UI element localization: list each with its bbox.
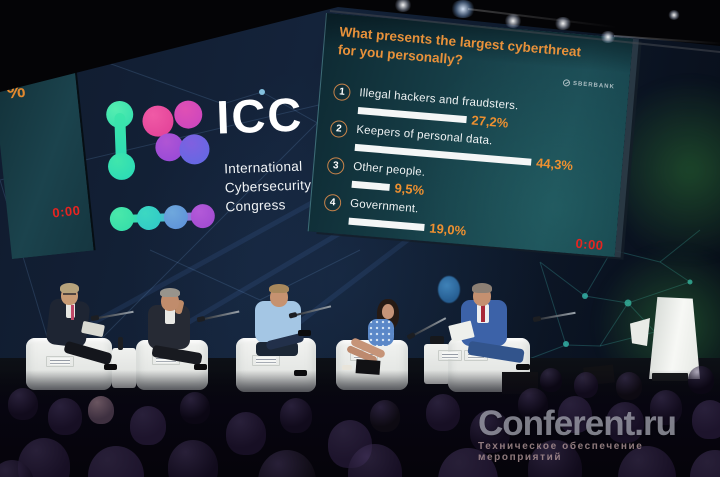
countdown-timer-left: 0:00	[51, 202, 82, 221]
audience	[0, 340, 720, 477]
icc-logo-screen: ICC International Cybersecurity Congress	[75, 84, 335, 245]
result-bar	[351, 180, 390, 191]
name-plate	[46, 356, 74, 367]
poll-options: 1 Illegal hackers and fraudsters. 27,2% 2 Ke…	[322, 82, 619, 253]
logo-blob-green	[107, 152, 136, 181]
audience-head	[426, 394, 460, 431]
audience-head	[48, 398, 82, 435]
table-microphone-base	[430, 336, 444, 344]
audience-head	[470, 410, 510, 453]
stage-light	[600, 31, 616, 43]
white-lectern	[649, 297, 700, 379]
icc-org-name: International Cybersecurity Congress	[224, 156, 312, 216]
icc-org-line: Congress	[225, 197, 286, 215]
stage-light	[450, 0, 476, 18]
logo-blob-blue	[178, 133, 210, 165]
audience-head	[558, 396, 592, 433]
stage-light	[504, 14, 522, 28]
option-number: 2	[329, 119, 349, 138]
option-number: 3	[326, 156, 345, 175]
audience-head	[616, 372, 642, 400]
result-value: 44,3%	[535, 155, 574, 174]
icc-org-line: Cybersecurity	[224, 177, 312, 196]
stage-light	[554, 17, 572, 30]
logo-blob-magenta	[173, 100, 203, 130]
option-number: 4	[323, 193, 342, 212]
wall-blue-dot	[438, 276, 460, 303]
audience-head	[226, 412, 266, 455]
audience-head	[650, 390, 682, 425]
audience-head	[88, 396, 114, 424]
audience-head	[168, 440, 218, 477]
water-bottle	[118, 337, 123, 350]
audience-head	[518, 388, 548, 420]
audience-head	[606, 402, 644, 443]
stage-light	[668, 10, 680, 20]
audience-head	[180, 392, 210, 424]
lectern-paper	[630, 318, 650, 346]
option-label: Other people.	[352, 160, 426, 179]
audience-head	[574, 372, 598, 398]
audience-head	[370, 400, 400, 432]
audience-head	[130, 406, 166, 445]
audience-head	[540, 368, 562, 392]
option-number: 1	[332, 82, 352, 101]
countdown-timer-right: 0:00	[574, 235, 605, 254]
logo-dot-chain	[109, 203, 216, 232]
icc-acronym: ICC	[215, 87, 305, 144]
result-value: 9,5%	[393, 180, 425, 198]
audience-head	[688, 366, 714, 394]
audience-head	[0, 460, 34, 477]
audience-head	[8, 388, 38, 420]
sponsor-logo: SBERBANK	[562, 79, 616, 90]
sponsor-name: SBERBANK	[572, 80, 616, 90]
audience-head	[692, 400, 720, 439]
audience-head	[280, 398, 312, 433]
name-plate	[438, 350, 462, 361]
result-value: 27,2%	[470, 112, 509, 131]
stage-light	[394, 0, 412, 12]
poll-question: What presents the largest cyberthreat fo…	[337, 24, 582, 68]
option-label: Government.	[349, 197, 420, 216]
sberbank-logo-icon	[562, 79, 571, 87]
result-bar	[348, 217, 425, 231]
poll-results-screen: What presents the largest cyberthreat fo…	[307, 13, 633, 258]
result-value: 19,0%	[428, 220, 467, 239]
